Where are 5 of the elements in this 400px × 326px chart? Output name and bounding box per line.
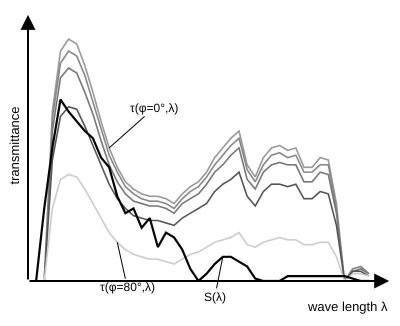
series-label: S(λ): [204, 290, 226, 304]
x-axis-title: wave length λ: [307, 299, 388, 314]
text: τ(φ=0°,λ): [130, 101, 178, 115]
series-label: τ(φ=80°,λ): [100, 280, 156, 294]
y-axis-title: transmittance: [6, 106, 22, 185]
